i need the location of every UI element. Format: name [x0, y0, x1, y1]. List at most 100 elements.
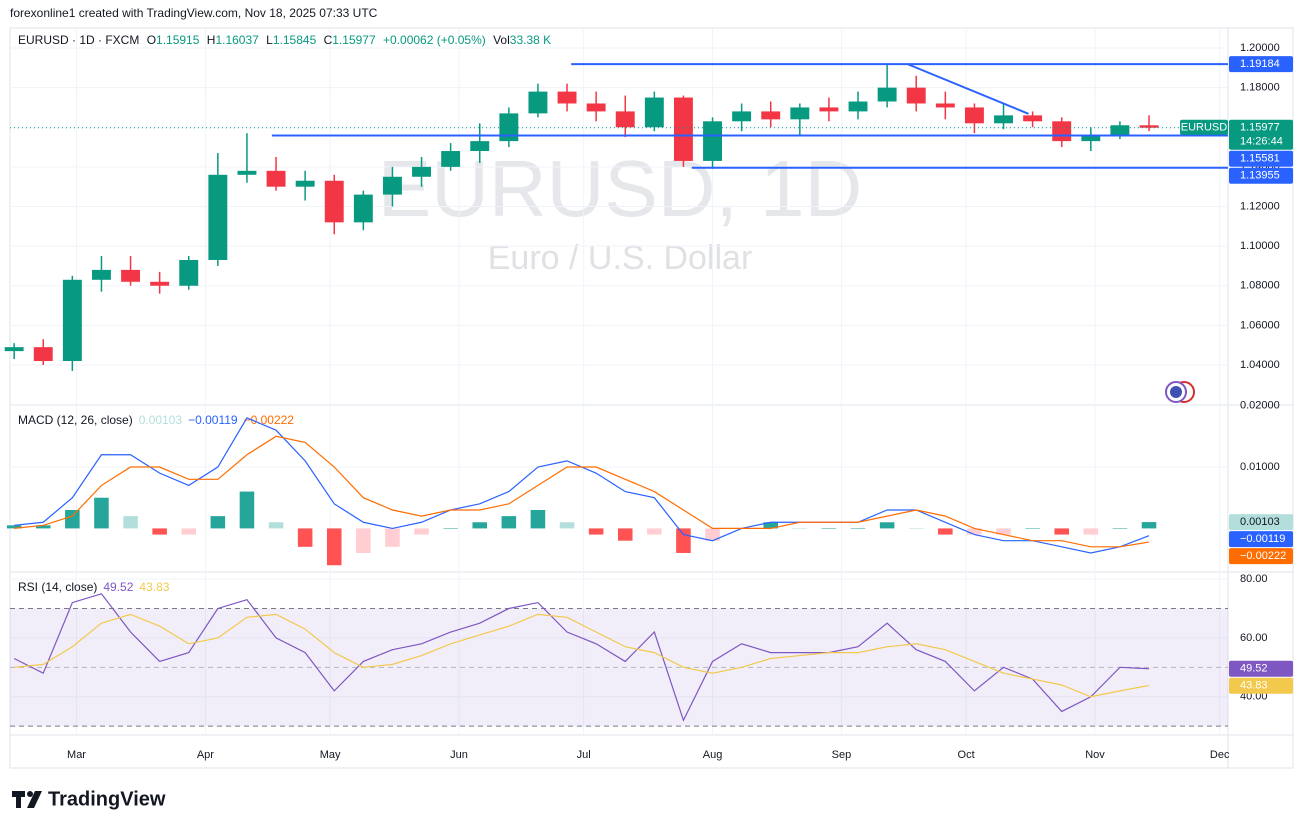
histogram-bar [1112, 528, 1128, 529]
frame [9, 27, 1294, 769]
symbol: EURUSD · 1D · FXCM [18, 33, 139, 47]
value-tag [1229, 531, 1293, 548]
candle-body [121, 269, 141, 282]
candle-body [295, 180, 315, 187]
x-tick-label: May [320, 749, 341, 761]
x-tick-label: Oct [958, 749, 975, 761]
watermark-subtitle: Euro / U.S. Dollar [488, 239, 753, 277]
histogram-bar [268, 522, 284, 529]
candle-body [528, 91, 548, 114]
candle-body [586, 103, 606, 112]
x-tick-label: Sep [832, 749, 852, 761]
indicator-line [14, 613, 1150, 698]
candle-body [4, 347, 24, 352]
legend-value: 49.52 [103, 580, 133, 594]
value-tag-label: 49.52 [1240, 663, 1268, 675]
value-tag-label: −0.00222 [1240, 550, 1286, 562]
histogram-bar [35, 525, 51, 529]
x-tick-label: Aug [703, 749, 723, 761]
histogram-bar [152, 528, 167, 535]
trendline [907, 63, 1029, 115]
candle-body [1110, 125, 1130, 136]
flag-icon [1165, 381, 1195, 403]
histogram-bar [821, 528, 837, 529]
histogram-bar [94, 497, 109, 529]
value-tag-label: 0.00103 [1240, 516, 1280, 528]
histogram-bar [210, 516, 226, 529]
x-tick-label: Apr [197, 749, 214, 761]
axis-tags: 1.19184 EURUSD 1.15977 14:26:44 1.15581 1.139… [1180, 56, 1293, 694]
y-tick-label: 0.02000 [1240, 400, 1280, 412]
candle-body [1139, 125, 1159, 128]
level-tag-label: 1.15581 [1240, 153, 1280, 165]
symbol-tag-label: EURUSD [1181, 122, 1228, 134]
histogram-bar [297, 528, 313, 547]
brand: TradingView [48, 788, 166, 810]
candle-body [1052, 121, 1072, 142]
histogram-bar [647, 528, 662, 535]
low-label: L [266, 33, 273, 47]
histogram-bar [123, 516, 138, 529]
value-tag [1229, 677, 1293, 694]
pane-title: MACD (12, 26, close) [18, 413, 133, 427]
histogram-bar [676, 528, 691, 553]
candle-body [62, 279, 82, 362]
x-tick-label: Dec [1210, 749, 1230, 761]
candle-body [848, 101, 868, 112]
candle-body [761, 111, 781, 120]
histogram-bar [501, 516, 517, 529]
open-value: 1.15915 [156, 33, 200, 47]
x-tick-label: Mar [67, 749, 86, 761]
candle-body [790, 107, 810, 120]
high-value: 1.16037 [215, 33, 259, 47]
histogram-bar [559, 522, 575, 529]
candle-body [208, 174, 228, 260]
x-tick-label: Jul [577, 749, 591, 761]
histogram-bar [239, 491, 255, 529]
y-tick-label: 80.00 [1240, 573, 1268, 585]
value-tag [1229, 660, 1293, 677]
y-tick-label: 1.08000 [1240, 280, 1280, 292]
histogram-bar [996, 528, 1011, 535]
histogram-bar [1025, 528, 1040, 529]
histogram-bar [1054, 528, 1069, 535]
histogram-bar [938, 528, 953, 535]
symbol-legend: EURUSD · 1D · FXCM O1.15915 H1.16037 L1.… [18, 33, 551, 47]
logo [12, 791, 42, 808]
legend-value: 0.00103 [139, 413, 183, 427]
x-tick-label: Nov [1085, 749, 1105, 761]
candle-body [732, 111, 752, 122]
y-tick-label: 1.18000 [1240, 82, 1280, 94]
high-label: H [207, 33, 216, 47]
candle-body [964, 107, 984, 124]
indicator-line [14, 435, 1150, 548]
candle-body [324, 180, 344, 223]
histogram-bar [705, 528, 720, 541]
candle-body [1023, 115, 1043, 122]
histogram-bar [1083, 528, 1099, 535]
candle-body [470, 141, 490, 152]
grid: Mar Apr May Jun Jul Aug Sep Oct Nov Dec 1.04000 1.0… [10, 28, 1280, 761]
pane-legend: RSI (14, close) 49.52 43.83 [18, 580, 170, 594]
histogram-bar [1141, 522, 1157, 529]
y-tick-label: 1.10000 [1240, 240, 1280, 252]
level-tag [1229, 167, 1293, 184]
candle-body [179, 259, 199, 286]
histogram-bar [356, 528, 371, 553]
candle-body [266, 170, 286, 187]
level-tag-label: 1.19184 [1240, 58, 1280, 70]
candle-body [906, 87, 926, 104]
change: +0.00062 (+0.05%) [383, 33, 486, 47]
countdown: 14:26:44 [1240, 136, 1283, 148]
value-tag [1229, 548, 1293, 565]
legend-value: −0.00222 [244, 413, 295, 427]
indicator-line [13, 593, 1150, 722]
candle-body [382, 176, 402, 195]
y-tick-label: 60.00 [1240, 632, 1268, 644]
y-tick-label: 0.01000 [1240, 461, 1280, 473]
x-tick-label: Jun [450, 749, 468, 761]
candle-body [557, 91, 577, 104]
histogram-bar [530, 509, 546, 529]
histogram-bar [908, 528, 924, 529]
